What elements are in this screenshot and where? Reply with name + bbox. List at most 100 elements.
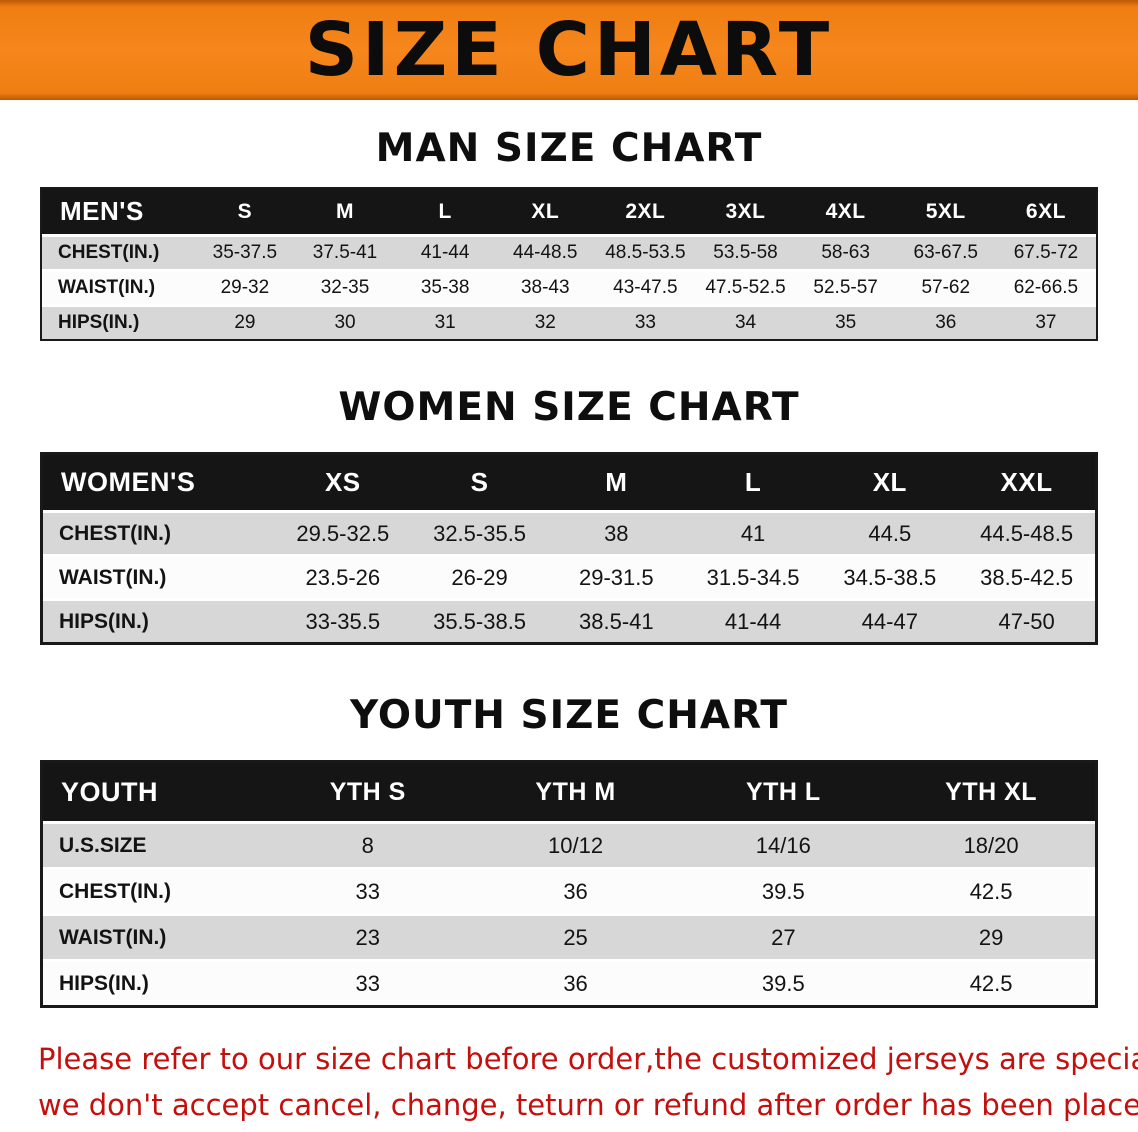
table-cell: 44.5-48.5 [958, 510, 1095, 554]
table-cell: 43-47.5 [595, 269, 696, 304]
table-cell: 36 [471, 959, 680, 1005]
row-label: WAIST(IN.) [43, 913, 264, 959]
table-cell: 32 [495, 304, 596, 339]
column-header: YTH XL [887, 763, 1095, 821]
table-title-cell: WOMEN'S [43, 455, 275, 510]
row-label: HIPS(IN.) [43, 598, 275, 642]
table-cell: 26-29 [411, 554, 548, 598]
table-row: CHEST(IN.) 33 36 39.5 42.5 [43, 867, 1095, 913]
table-row: HIPS(IN.) 33 36 39.5 42.5 [43, 959, 1095, 1005]
table-cell: 67.5-72 [995, 234, 1096, 269]
women-size-section: WOMEN SIZE CHART WOMEN'S XS S M L XL XXL CHEST(… [0, 385, 1138, 645]
table-cell: 44-48.5 [495, 234, 596, 269]
column-header: 4XL [795, 189, 896, 234]
youth-size-table: YOUTH YTH S YTH M YTH L YTH XL U.S.SIZE 8 10/12… [40, 760, 1098, 1008]
men-size-section: MAN SIZE CHART MEN'S S M L XL 2XL 3XL 4XL 5XL 6XL… [0, 126, 1138, 341]
column-header: YTH M [471, 763, 680, 821]
table-cell: 33-35.5 [274, 598, 412, 642]
table-cell: 25 [471, 913, 680, 959]
table-cell: 30 [294, 304, 396, 339]
table-header-row: WOMEN'S XS S M L XL XXL [43, 455, 1095, 510]
table-cell: 37.5-41 [294, 234, 396, 269]
table-cell: 35.5-38.5 [411, 598, 548, 642]
table-header-row: MEN'S S M L XL 2XL 3XL 4XL 5XL 6XL [42, 189, 1096, 234]
column-header: S [194, 189, 295, 234]
table-cell: 14/16 [679, 821, 888, 867]
men-table-wrap: MEN'S S M L XL 2XL 3XL 4XL 5XL 6XL CHEST(IN.) 35-37… [40, 187, 1098, 341]
row-label: WAIST(IN.) [43, 554, 275, 598]
table-cell: 41-44 [395, 234, 496, 269]
row-label: WAIST(IN.) [42, 269, 195, 304]
column-header: S [411, 455, 548, 510]
column-header: YTH S [263, 763, 472, 821]
table-cell: 42.5 [887, 959, 1095, 1005]
disclaimer: Please refer to our size chart before or… [38, 1036, 1138, 1129]
table-cell: 10/12 [471, 821, 680, 867]
table-cell: 38.5-41 [547, 598, 685, 642]
table-header-row: YOUTH YTH S YTH M YTH L YTH XL [43, 763, 1095, 821]
row-label: CHEST(IN.) [43, 867, 264, 913]
table-cell: 32-35 [294, 269, 396, 304]
disclaimer-line-1: Please refer to our size chart before or… [38, 1042, 1138, 1076]
row-label: HIPS(IN.) [43, 959, 264, 1005]
column-header: XL [821, 455, 959, 510]
row-label: CHEST(IN.) [42, 234, 195, 269]
table-cell: 34 [695, 304, 796, 339]
table-cell: 41-44 [684, 598, 822, 642]
table-cell: 57-62 [895, 269, 996, 304]
table-row: HIPS(IN.) 33-35.5 35.5-38.5 38.5-41 41-44 44-… [43, 598, 1095, 642]
table-cell: 44-47 [821, 598, 959, 642]
table-cell: 36 [895, 304, 996, 339]
table-title-cell: YOUTH [43, 763, 264, 821]
table-cell: 35 [795, 304, 896, 339]
youth-table-wrap: YOUTH YTH S YTH M YTH L YTH XL U.S.SIZE 8 10/12… [40, 760, 1098, 1008]
banner: SIZE CHART [0, 0, 1138, 100]
table-cell: 23 [263, 913, 472, 959]
page-title: SIZE CHART [304, 7, 834, 93]
youth-section-heading: YOUTH SIZE CHART [350, 693, 788, 738]
table-cell: 18/20 [887, 821, 1095, 867]
table-cell: 62-66.5 [995, 269, 1096, 304]
column-header: 5XL [895, 189, 996, 234]
table-cell: 42.5 [887, 867, 1095, 913]
table-cell: 58-63 [795, 234, 896, 269]
table-cell: 39.5 [679, 867, 888, 913]
column-header: L [684, 455, 822, 510]
column-header: XL [495, 189, 596, 234]
men-section-heading: MAN SIZE CHART [375, 126, 763, 171]
table-cell: 41 [684, 510, 822, 554]
table-cell: 35-38 [395, 269, 496, 304]
table-cell: 44.5 [821, 510, 959, 554]
table-cell: 33 [263, 867, 472, 913]
table-cell: 38-43 [495, 269, 596, 304]
column-header: L [395, 189, 496, 234]
table-cell: 47-50 [958, 598, 1095, 642]
row-label: U.S.SIZE [43, 821, 264, 867]
disclaimer-line-2: we don't accept cancel, change, teturn o… [38, 1088, 1138, 1123]
table-cell: 52.5-57 [795, 269, 896, 304]
women-size-table: WOMEN'S XS S M L XL XXL CHEST(IN.) 29.5-32.5 32.5… [40, 452, 1098, 645]
table-cell: 33 [263, 959, 472, 1005]
table-cell: 37 [995, 304, 1096, 339]
table-row: WAIST(IN.) 23.5-26 26-29 29-31.5 31.5-34.5 34… [43, 554, 1095, 598]
column-header: M [294, 189, 396, 234]
table-cell: 27 [679, 913, 888, 959]
table-title-cell: MEN'S [42, 189, 195, 234]
column-header: XXL [958, 455, 1095, 510]
table-row: CHEST(IN.) 29.5-32.5 32.5-35.5 38 41 44.5 44.5… [43, 510, 1095, 554]
table-cell: 32.5-35.5 [411, 510, 548, 554]
table-cell: 29-31.5 [547, 554, 685, 598]
table-row: WAIST(IN.) 29-32 32-35 35-38 38-43 43-47.5 47.… [42, 269, 1096, 304]
table-row: WAIST(IN.) 23 25 27 29 [43, 913, 1095, 959]
table-cell: 23.5-26 [274, 554, 412, 598]
table-cell: 53.5-58 [695, 234, 796, 269]
table-row: CHEST(IN.) 35-37.5 37.5-41 41-44 44-48.5 48.5… [42, 234, 1096, 269]
column-header: XS [274, 455, 412, 510]
table-cell: 29 [194, 304, 295, 339]
table-cell: 29.5-32.5 [274, 510, 412, 554]
table-cell: 31 [395, 304, 496, 339]
column-header: 2XL [595, 189, 696, 234]
table-cell: 8 [263, 821, 472, 867]
women-section-heading: WOMEN SIZE CHART [338, 385, 800, 430]
youth-size-section: YOUTH SIZE CHART YOUTH YTH S YTH M YTH L YTH… [0, 693, 1138, 1008]
